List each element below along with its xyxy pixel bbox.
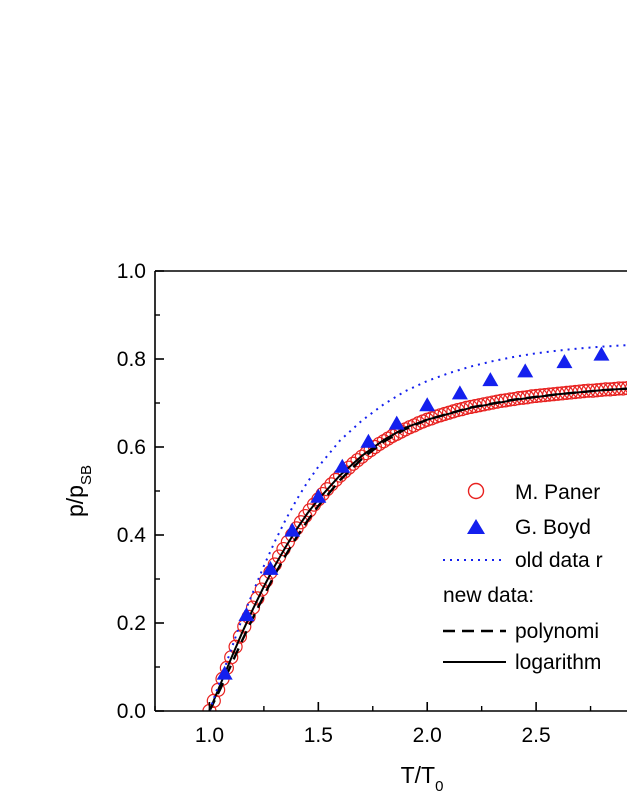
data-point-triangle [310,488,327,503]
tick-labels: 0.00.20.40.60.81.01.01.52.02.53 [117,260,551,747]
y-tick-label: 0.6 [117,436,146,459]
data-point-triangle [517,363,534,378]
legend-symbol-open-circle [467,482,485,500]
legend-label-boyd: G. Boyd [515,516,591,539]
data-point-triangle [482,372,499,387]
x-tick-label: 1.0 [195,724,224,747]
y-tick-label: 0.2 [117,612,146,635]
x-tick-label: 1.5 [304,724,333,747]
x-tick-label: 2.5 [522,724,551,747]
y-tick-label: 0.0 [117,700,146,723]
legend-header-new-data: new data: [443,584,534,607]
data-point-circle [376,434,391,449]
legend-label-polynomial: polynomi [515,620,599,643]
ticks [154,270,592,712]
data-point-triangle [451,385,468,400]
x-tick-label: 2.0 [413,724,442,747]
legend-symbol-filled-triangle [467,519,485,534]
data-point-triangle [360,433,377,448]
data-point-triangle [419,397,436,412]
legend-label-logarithm: logarithm [515,651,601,674]
data-point-triangle [284,522,301,537]
data-point-triangle [262,560,279,575]
legend: M. Paner G. Boyd old data r new data: po… [443,481,603,674]
legend-label-paner: M. Paner [515,481,600,504]
series-line-dotted [208,344,627,711]
y-axis-title-sub: SB [78,465,95,485]
x-axis-title-sub: 0 [435,778,443,795]
data-point-circle [380,431,396,446]
y-tick-label: 0.8 [117,348,146,371]
x-axis-title-main: T/T [401,762,436,788]
data-point-triangle [334,458,351,473]
data-point-triangle [556,354,573,369]
y-axis-title-main: p/p [62,485,88,517]
data-point-circle [232,629,248,644]
y-tick-label: 0.4 [117,524,147,547]
data-point-circle [346,456,361,471]
data-point-triangle [216,665,233,680]
plot-area [202,344,627,711]
data-point-triangle [388,415,405,430]
data-point-triangle [238,607,255,622]
data-point-triangle [593,346,610,361]
x-axis-title: T/T0 [401,762,444,795]
legend-label-old-data: old data r [515,549,603,572]
y-axis-title: p/pSB [62,465,95,517]
data-point-circle [350,453,365,468]
y-tick-label: 1.0 [117,260,146,283]
